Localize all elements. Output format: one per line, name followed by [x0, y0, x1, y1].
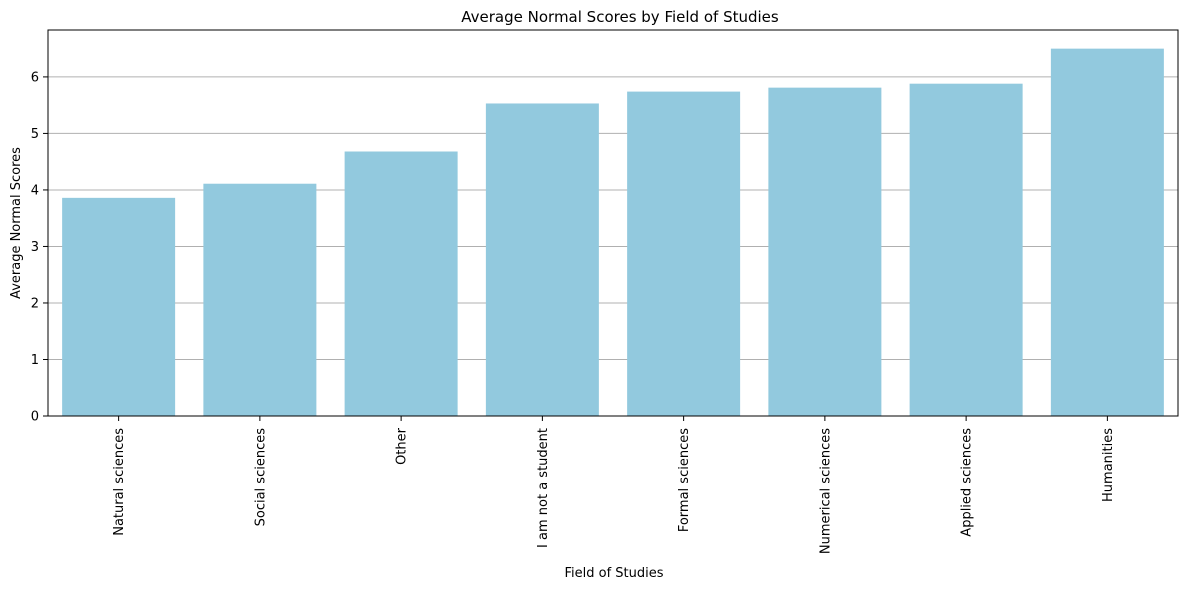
- bar-humanities: [1050, 48, 1164, 416]
- bar-natural-sciences: [62, 197, 176, 416]
- bar-applied-sciences: [909, 83, 1023, 416]
- x-tick-label: Formal sciences: [677, 428, 692, 532]
- y-tick-label: 0: [31, 410, 39, 425]
- y-axis-label: Average Normal Scores: [9, 147, 24, 299]
- bars: [62, 48, 1164, 417]
- y-tick-label: 3: [31, 240, 39, 255]
- x-tick-label: Social sciences: [253, 428, 268, 527]
- y-tick-label: 2: [31, 296, 39, 311]
- plot-frame: [47, 29, 1179, 417]
- y-tick-label: 1: [31, 353, 39, 368]
- bar-social-sciences: [203, 183, 317, 416]
- y-tick-label: 6: [31, 70, 39, 85]
- x-tick-label: Other: [395, 427, 410, 465]
- x-tick-label: Humanities: [1101, 428, 1116, 502]
- x-tick-label: I am not a student: [536, 428, 551, 548]
- y-tick-label: 4: [31, 183, 39, 198]
- bar-numerical-sciences: [768, 87, 882, 416]
- x-tick-label: Natural sciences: [112, 428, 127, 536]
- bar-i-am-not-a-student: [485, 103, 599, 417]
- x-axis-ticks: Natural sciences Social sciences Other I am…: [112, 416, 1116, 554]
- bar-formal-sciences: [627, 91, 741, 417]
- bar-other: [344, 151, 458, 416]
- x-axis-label: Field of Studies: [564, 566, 663, 581]
- x-tick-label: Numerical sciences: [818, 428, 833, 554]
- y-tick-label: 5: [31, 127, 39, 142]
- y-axis-ticks: 0 1 2 3 4 5 6: [31, 70, 48, 425]
- chart-title: Average Normal Scores by Field of Studie…: [461, 8, 779, 26]
- x-tick-label: Applied sciences: [960, 428, 975, 537]
